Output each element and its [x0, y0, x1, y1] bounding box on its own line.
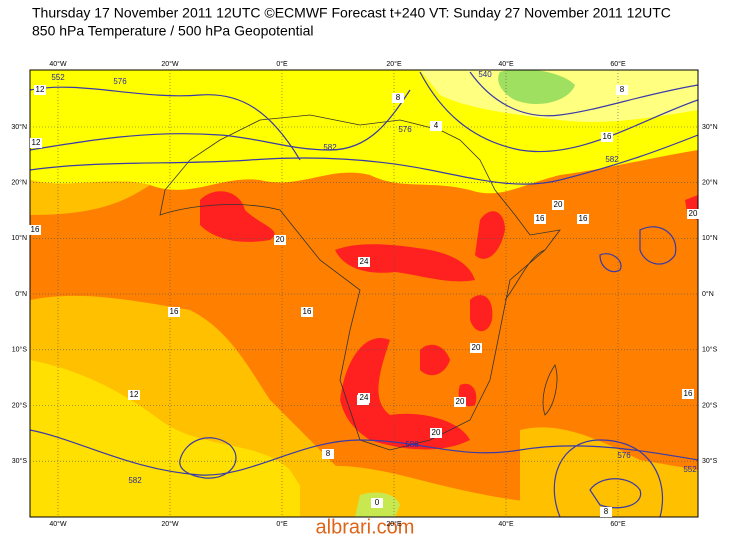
geopotential-label: 552	[51, 73, 65, 82]
temperature-label: 20	[554, 200, 563, 209]
label-box	[600, 507, 612, 517]
label-box	[358, 257, 370, 267]
label-box	[454, 397, 466, 407]
label-box	[371, 498, 383, 508]
label-box	[322, 449, 334, 459]
temperature-label: 16	[303, 307, 312, 316]
temperature-label: 20	[456, 397, 465, 406]
lon-label: 60°E	[610, 520, 626, 528]
lat-label: 30°N	[11, 123, 27, 131]
lat-label: 10°N	[702, 234, 718, 242]
lat-label: 30°S	[702, 457, 718, 465]
geopotential-label: 576	[398, 125, 412, 134]
label-box	[687, 209, 699, 219]
label-box	[682, 389, 694, 399]
lon-label: 20°W	[161, 60, 179, 68]
lat-label: 20°N	[11, 179, 27, 187]
label-box	[534, 214, 546, 224]
lat-label: 30°N	[702, 123, 718, 131]
label-box	[30, 138, 42, 148]
label-box	[274, 235, 286, 245]
lon-label: 40°E	[498, 520, 514, 528]
lon-label: 0°E	[276, 520, 288, 528]
label-box	[29, 225, 41, 235]
geopotential-label: 576	[617, 451, 631, 460]
lon-label: 60°E	[610, 60, 626, 68]
lat-label: 20°S	[702, 401, 718, 409]
subtitle: 850 hPa Temperature / 500 hPa Geopotenti…	[32, 23, 314, 39]
temperature-label: 20	[276, 235, 285, 244]
temperature-label: 8	[326, 449, 331, 458]
map-fill	[30, 70, 698, 517]
lon-label: 40°W	[49, 520, 67, 528]
lon-label: 0°E	[276, 60, 288, 68]
lat-label: 0°N	[702, 290, 714, 298]
label-box	[552, 200, 564, 210]
temperature-label: 24	[360, 393, 369, 402]
temperature-label: 4	[434, 121, 439, 130]
temperature-label: 16	[579, 214, 588, 223]
geopotential-label: 540	[478, 70, 492, 79]
lat-label: 10°S	[12, 346, 28, 354]
temperature-label: 20	[472, 343, 481, 352]
title: Thursday 17 November 2011 12UTC ©ECMWF F…	[32, 5, 671, 21]
lon-label: 20°W	[161, 520, 179, 528]
watermark: albrari.com	[316, 516, 415, 538]
label-box	[301, 307, 313, 317]
temperature-label: 8	[620, 85, 625, 94]
temperature-label: 16	[170, 307, 179, 316]
geopotential-label: 582	[128, 476, 142, 485]
lat-label: 20°S	[12, 401, 28, 409]
label-box	[430, 428, 442, 438]
temperature-label: 8	[604, 507, 609, 516]
label-box	[470, 343, 482, 353]
temperature-label: 20	[432, 428, 441, 437]
label-box	[128, 390, 140, 400]
lon-label: 20°E	[386, 520, 402, 528]
lat-label: 30°S	[12, 457, 28, 465]
label-box	[34, 85, 46, 95]
map-frame	[29, 69, 699, 518]
temperature-label: 12	[130, 390, 139, 399]
lat-label: 10°S	[702, 346, 718, 354]
label-box	[168, 307, 180, 317]
lon-label: 20°E	[386, 60, 402, 68]
temperature-label: 16	[603, 132, 612, 141]
temperature-label: 8	[396, 93, 401, 102]
temperature-label: 16	[684, 389, 693, 398]
geopotential-label: 588	[405, 440, 419, 449]
geopotential-label: 576	[113, 77, 127, 86]
lat-label: 20°N	[702, 179, 718, 187]
temperature-label: 0	[375, 498, 380, 507]
temperature-label: 12	[32, 138, 41, 147]
lon-label: 40°E	[498, 60, 514, 68]
temperature-label: 12	[36, 85, 45, 94]
label-box	[601, 132, 613, 142]
geopotential-label: 582	[605, 155, 619, 164]
label-box	[392, 93, 404, 103]
temperature-label: 24	[360, 257, 369, 266]
label-box	[616, 85, 628, 95]
lon-label: 40°W	[49, 60, 67, 68]
label-box	[358, 393, 370, 403]
temperature-label: 20	[689, 209, 698, 218]
temperature-label: 16	[31, 225, 40, 234]
lat-label: 10°N	[11, 234, 27, 242]
temperature-label: 16	[536, 214, 545, 223]
label-box	[577, 214, 589, 224]
geopotential-label: 582	[323, 143, 337, 152]
geopotential-label: 552	[683, 465, 697, 474]
label-box	[430, 121, 442, 131]
lat-label: 0°N	[15, 290, 27, 298]
